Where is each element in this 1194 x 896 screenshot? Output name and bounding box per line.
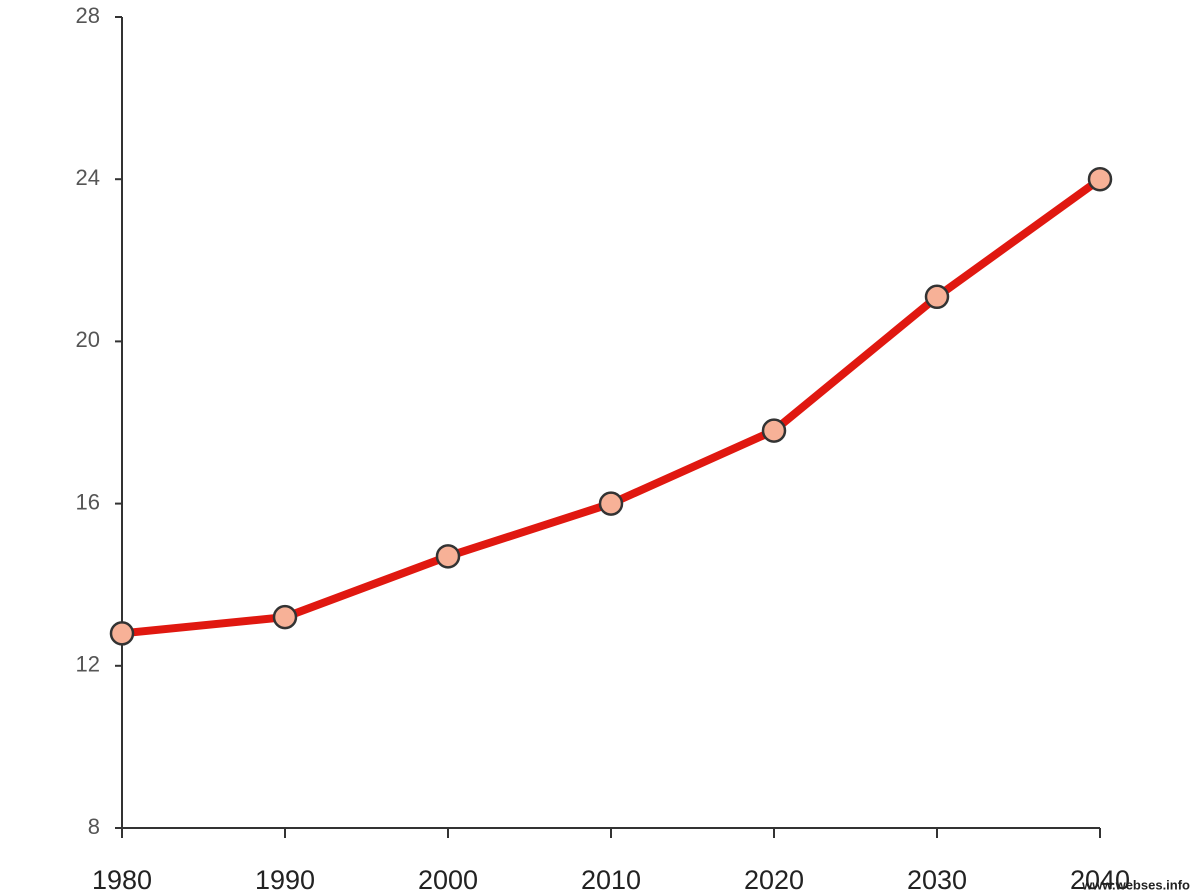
watermark: www.webses.info <box>1081 877 1190 892</box>
marker <box>1087 166 1113 192</box>
line <box>121 175 1103 638</box>
x-tick-label: 1980 <box>92 865 152 895</box>
y-tick-label: 20 <box>76 327 100 352</box>
y-tick-label: 28 <box>76 3 100 28</box>
y-tick-label: 8 <box>88 814 100 839</box>
x-tick-label: 2000 <box>418 865 478 895</box>
marker <box>272 604 298 630</box>
y-tick-label: 24 <box>76 165 100 190</box>
marker <box>761 418 787 443</box>
x-tick-label: 2030 <box>907 865 967 895</box>
marker <box>109 621 135 646</box>
marker <box>435 544 461 569</box>
x-tick-label: 2010 <box>581 865 641 895</box>
x-tick-label: 1990 <box>255 865 315 895</box>
marker <box>924 284 950 310</box>
y-tick-label: 12 <box>76 652 100 677</box>
x-tick-label: 2040 <box>1070 865 1130 895</box>
y-tick-label: 16 <box>76 489 100 514</box>
marker <box>598 491 624 516</box>
x-tick-label: 2020 <box>744 865 804 895</box>
